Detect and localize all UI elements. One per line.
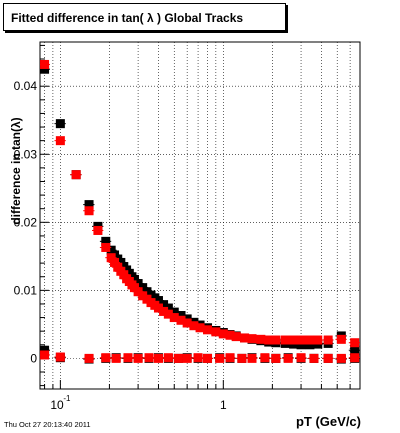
data-point xyxy=(271,335,281,345)
data-point xyxy=(237,353,247,363)
data-point xyxy=(40,345,50,355)
data-point xyxy=(133,287,143,297)
data-point xyxy=(305,340,315,350)
data-point xyxy=(55,136,65,146)
data-point xyxy=(211,327,221,337)
chart-title-box: Fitted difference in tan( λ ) Global Tra… xyxy=(3,3,286,31)
y-tick-label: 0 xyxy=(30,351,37,365)
y-tick-label: 0.03 xyxy=(14,147,38,161)
data-point xyxy=(296,335,306,345)
y-tick-label: 0.01 xyxy=(14,283,38,297)
timestamp: Thu Oct 27 20:13:40 2011 xyxy=(4,420,91,429)
data-point xyxy=(84,206,94,216)
data-point xyxy=(153,296,163,306)
chart-title: Fitted difference in tan( λ ) Global Tra… xyxy=(11,11,244,25)
data-point xyxy=(231,332,241,342)
data-point xyxy=(84,200,94,210)
data-point xyxy=(159,306,169,316)
data-point xyxy=(271,353,281,363)
data-point xyxy=(336,334,346,344)
data-point xyxy=(260,353,270,363)
data-point xyxy=(350,345,360,355)
data-point xyxy=(163,303,173,313)
data-point xyxy=(40,64,50,74)
data-point xyxy=(55,119,65,129)
data-point xyxy=(40,350,50,360)
data-point xyxy=(215,353,225,363)
y-tick-label: 0.04 xyxy=(14,79,38,93)
data-point xyxy=(225,330,235,340)
data-point xyxy=(101,236,111,246)
axis-ticks: 0 0.01 0.02 0.03 0.04 10 -1 1 xyxy=(14,44,351,412)
data-point xyxy=(247,353,257,363)
data-point xyxy=(163,309,173,319)
data-point xyxy=(153,303,163,313)
data-point xyxy=(193,353,203,363)
data-point xyxy=(195,323,205,333)
data-point xyxy=(55,352,65,362)
data-point xyxy=(336,353,346,363)
data-point xyxy=(159,300,169,310)
data-point xyxy=(182,318,192,328)
data-point xyxy=(283,353,293,363)
data-point xyxy=(256,334,266,344)
data-point xyxy=(323,353,333,363)
data-point xyxy=(264,335,274,345)
data-point xyxy=(280,335,290,345)
x-axis-label: pT (GeV/c) xyxy=(296,414,361,429)
data-point xyxy=(305,335,315,345)
data-point xyxy=(153,353,163,363)
data-point xyxy=(313,335,323,345)
data-point xyxy=(225,353,235,363)
data-point xyxy=(350,338,360,348)
data-point xyxy=(289,335,299,345)
data-point xyxy=(189,321,199,331)
data-point xyxy=(350,353,360,363)
data-point xyxy=(247,334,257,344)
x-tick-label-exponent: -1 xyxy=(63,394,71,403)
data-point xyxy=(110,257,120,267)
data-point xyxy=(203,325,213,335)
data-point xyxy=(144,353,154,363)
y-axis-label: difference in tan(λ) xyxy=(9,117,23,224)
data-markers xyxy=(40,59,360,364)
data-point xyxy=(101,242,111,252)
data-point xyxy=(169,307,179,317)
data-point xyxy=(240,333,250,343)
data-point xyxy=(71,170,81,180)
plot-frame xyxy=(39,41,361,390)
data-point xyxy=(169,313,179,323)
data-point xyxy=(93,225,103,235)
y-tick-label: 0.02 xyxy=(14,215,38,229)
data-point xyxy=(40,59,50,69)
data-point xyxy=(176,315,186,325)
x-tick-label: 1 xyxy=(220,398,227,412)
data-point xyxy=(106,253,116,263)
data-point xyxy=(309,353,319,363)
data-point xyxy=(106,245,116,255)
data-point xyxy=(163,353,173,363)
x-tick-label: 10 xyxy=(50,398,64,412)
data-point xyxy=(84,353,94,363)
data-point xyxy=(182,353,192,363)
data-point xyxy=(111,353,121,363)
data-point xyxy=(323,335,333,345)
data-point xyxy=(218,329,228,339)
data-point xyxy=(133,353,143,363)
data-point xyxy=(203,353,213,363)
data-point xyxy=(296,353,306,363)
data-point xyxy=(296,340,306,350)
data-point xyxy=(101,353,111,363)
data-point xyxy=(173,353,183,363)
data-point xyxy=(123,353,133,363)
data-point xyxy=(176,311,186,321)
